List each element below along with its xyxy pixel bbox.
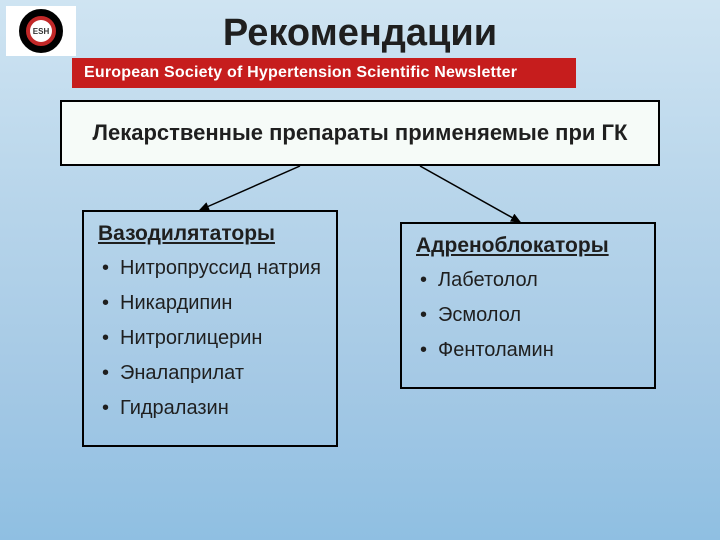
- left-box-list: Нитропруссид натрия Никардипин Нитроглиц…: [98, 256, 322, 421]
- list-item: Эсмолол: [416, 303, 640, 328]
- right-box: Адреноблокаторы Лабетолол Эсмолол Фентол…: [400, 222, 656, 389]
- arrow-right: [420, 166, 520, 222]
- list-item: Эналаприлат: [98, 361, 322, 386]
- newsletter-bar: European Society of Hypertension Scienti…: [72, 58, 576, 88]
- list-item: Нитропруссид натрия: [98, 256, 322, 281]
- list-item: Нитроглицерин: [98, 326, 322, 351]
- list-item: Гидралазин: [98, 396, 322, 421]
- list-item: Никардипин: [98, 291, 322, 316]
- left-box: Вазодилятаторы Нитропруссид натрия Никар…: [82, 210, 338, 447]
- left-box-title: Вазодилятаторы: [98, 222, 322, 246]
- header-box: Лекарственные препараты применяемые при …: [60, 100, 660, 166]
- list-item: Лабетолол: [416, 268, 640, 293]
- right-box-title: Адреноблокаторы: [416, 234, 640, 258]
- right-box-list: Лабетолол Эсмолол Фентоламин: [416, 268, 640, 363]
- page-title: Рекомендации: [0, 12, 720, 55]
- arrow-left: [200, 166, 300, 210]
- list-item: Фентоламин: [416, 338, 640, 363]
